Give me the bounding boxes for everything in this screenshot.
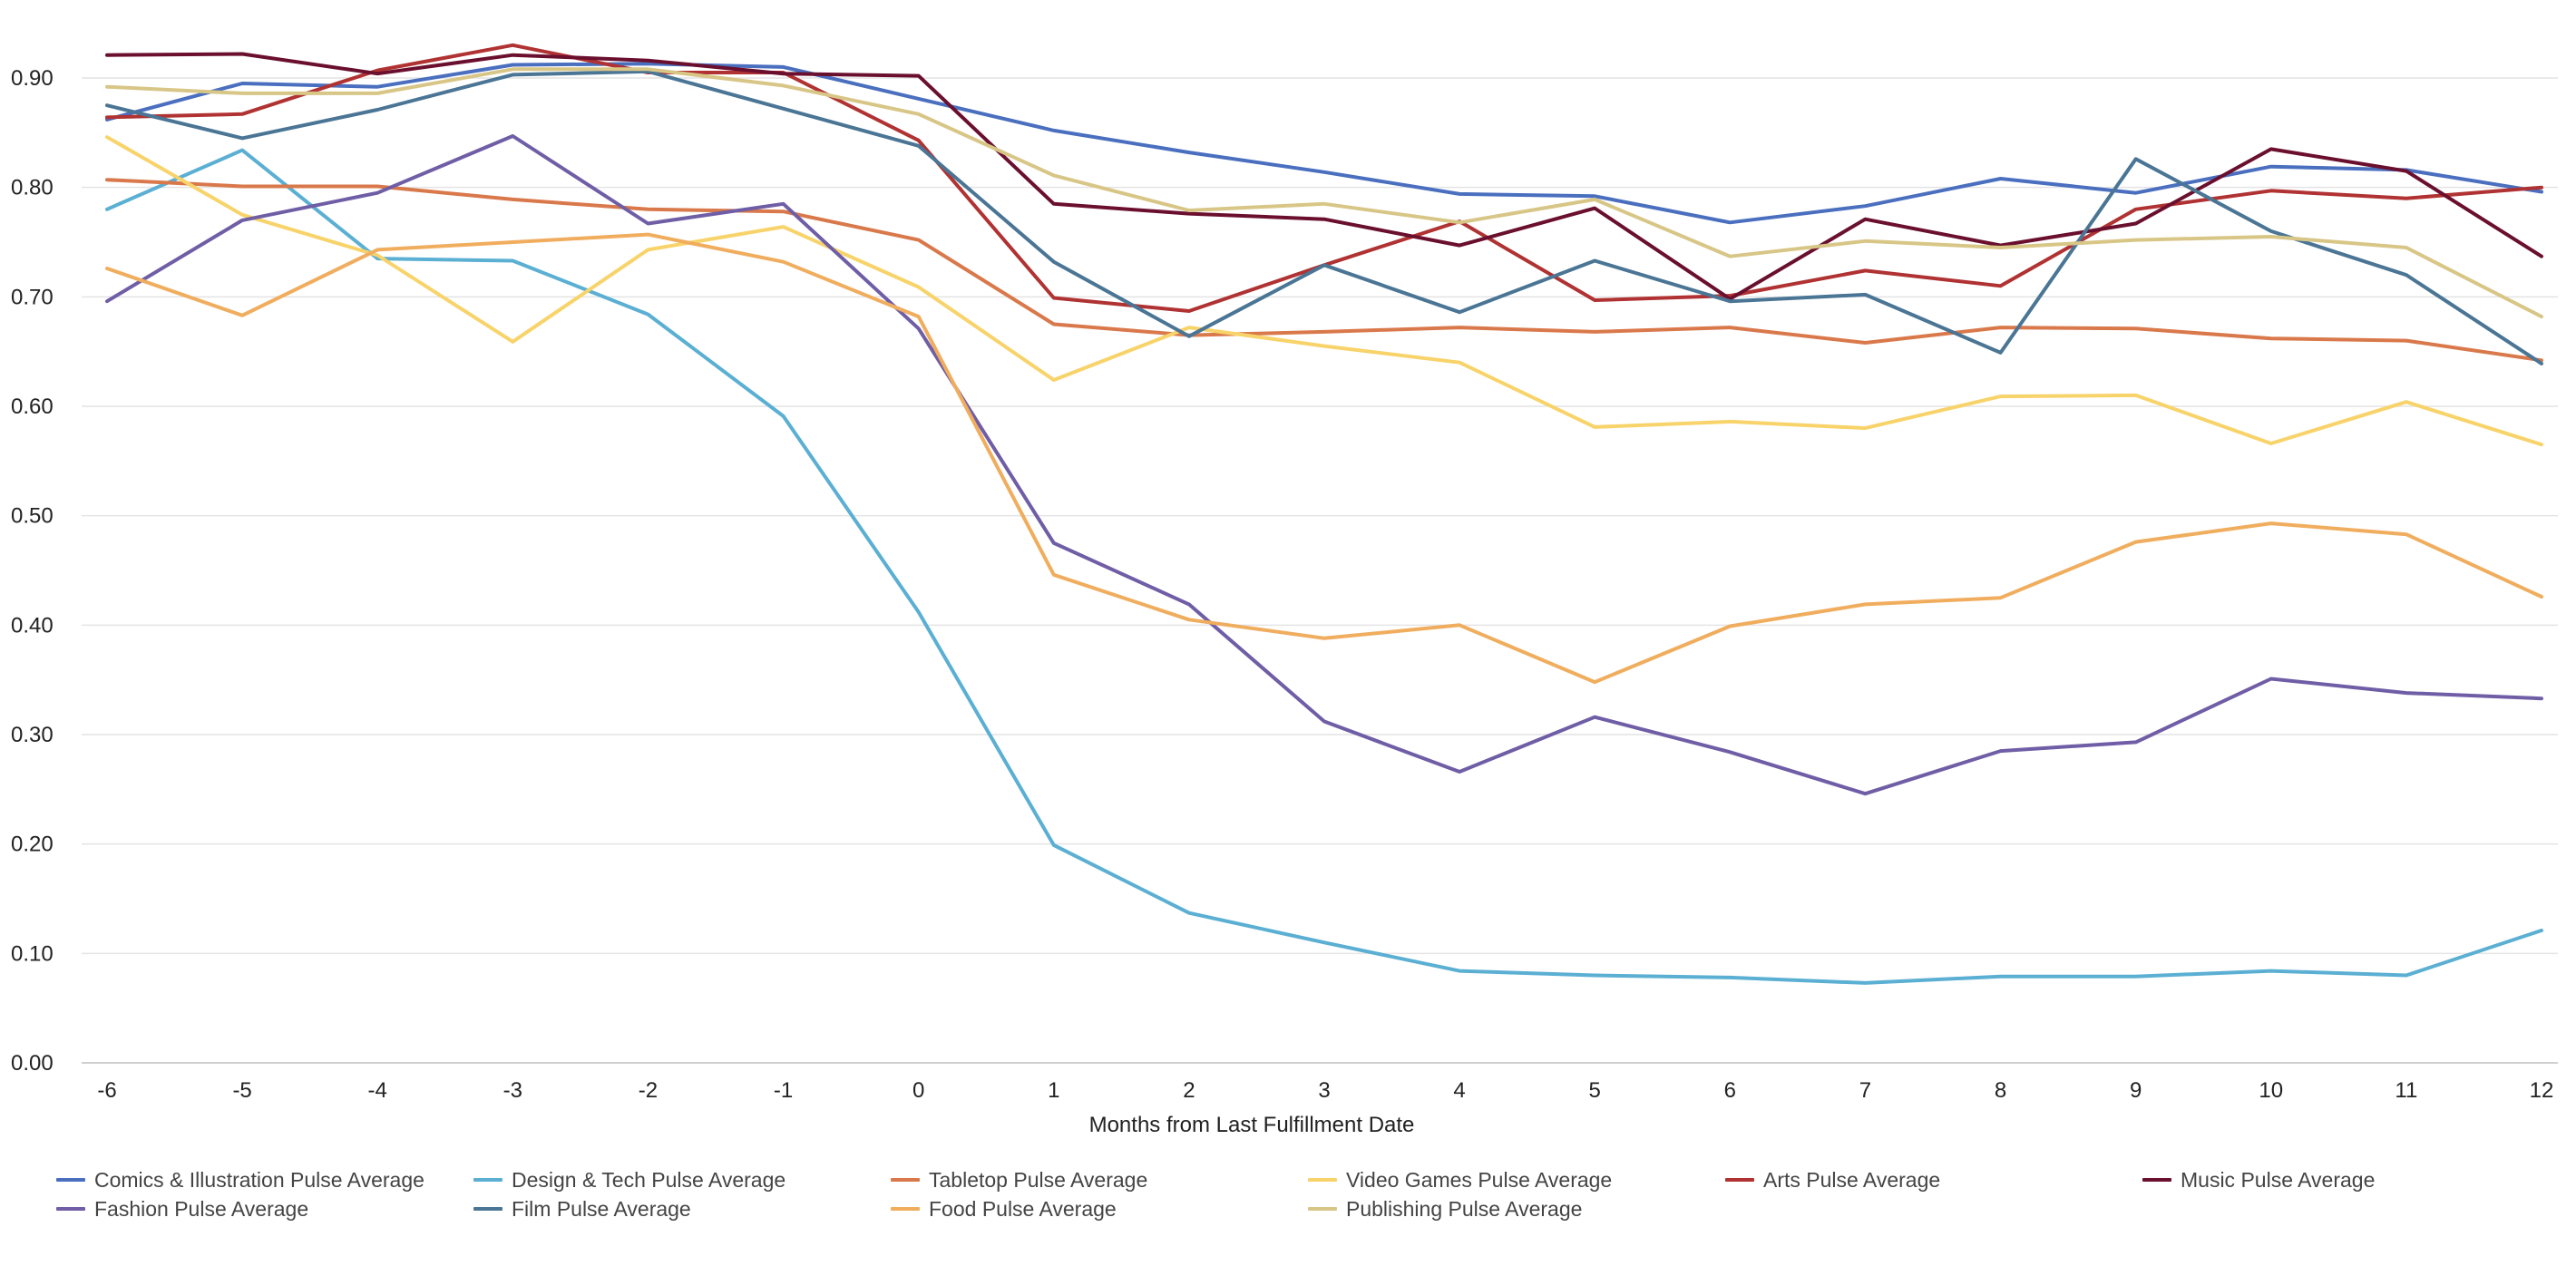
y-tick-label: 0.30 xyxy=(11,723,54,747)
legend-label: Food Pulse Average xyxy=(929,1196,1117,1221)
legend-swatch xyxy=(1308,1178,1337,1182)
legend-item[interactable]: Tabletop Pulse Average xyxy=(891,1168,1308,1192)
x-tick-label: 4 xyxy=(1453,1078,1465,1103)
y-tick-label: 0.60 xyxy=(11,394,54,419)
legend-swatch xyxy=(473,1178,503,1182)
x-tick-label: -4 xyxy=(368,1078,387,1103)
x-tick-label: -2 xyxy=(639,1078,658,1103)
y-tick-label: 0.20 xyxy=(11,833,54,857)
series-line xyxy=(105,148,2543,985)
x-tick-label: 2 xyxy=(1183,1078,1195,1103)
legend-swatch xyxy=(56,1207,85,1211)
x-tick-label: -6 xyxy=(97,1078,116,1103)
legend-item[interactable]: Design & Tech Pulse Average xyxy=(473,1168,891,1192)
legend-swatch xyxy=(56,1178,85,1182)
x-tick-label: 9 xyxy=(2130,1078,2142,1103)
x-tick-label: 1 xyxy=(1048,1078,1059,1103)
chart-legend: Comics & Illustration Pulse Average Desig… xyxy=(56,1168,2560,1221)
legend-item[interactable]: Food Pulse Average xyxy=(891,1197,1308,1221)
x-axis-title: Months from Last Fulfillment Date xyxy=(1089,1113,1415,1137)
legend-label: Publishing Pulse Average xyxy=(1346,1196,1583,1221)
x-tick-label: 6 xyxy=(1724,1078,1736,1103)
x-tick-label: 7 xyxy=(1859,1078,1871,1103)
legend-label: Arts Pulse Average xyxy=(1763,1167,1941,1192)
x-tick-label: 10 xyxy=(2259,1078,2283,1103)
x-tick-label: -3 xyxy=(503,1078,522,1103)
x-tick-label: 11 xyxy=(2395,1078,2417,1103)
legend-item[interactable]: Video Games Pulse Average xyxy=(1308,1168,1725,1192)
legend-item[interactable]: Comics & Illustration Pulse Average xyxy=(56,1168,473,1192)
legend-item[interactable]: Music Pulse Average xyxy=(2142,1168,2560,1192)
y-tick-label: 0.90 xyxy=(11,66,54,91)
legend-item[interactable]: Publishing Pulse Average xyxy=(1308,1197,1725,1221)
x-tick-label: -5 xyxy=(232,1078,251,1103)
legend-item[interactable]: Arts Pulse Average xyxy=(1725,1168,2142,1192)
legend-swatch xyxy=(2142,1178,2171,1182)
y-tick-label: 0.70 xyxy=(11,285,54,309)
series-line xyxy=(105,67,2543,319)
legend-swatch xyxy=(1725,1178,1754,1182)
x-tick-label: 8 xyxy=(1995,1078,2006,1103)
x-tick-label: 5 xyxy=(1589,1078,1601,1103)
x-axis-tick-labels: -6 -5 -4 -3 -2 -1 0 1 2 3 4 5 6 7 8 9 10 11 12 xyxy=(97,1078,2553,1103)
series-line xyxy=(105,52,2543,301)
series-line xyxy=(105,69,2543,365)
x-tick-label: -1 xyxy=(774,1078,793,1103)
y-axis-tick-labels: 0.00 0.10 0.20 0.30 0.40 0.50 0.60 0.70 0.80 0.90 xyxy=(11,66,54,1076)
gridlines xyxy=(82,77,2558,1064)
legend-label: Fashion Pulse Average xyxy=(94,1196,309,1221)
x-tick-label: 12 xyxy=(2530,1078,2554,1103)
y-tick-label: 0.80 xyxy=(11,176,54,200)
series-line xyxy=(105,178,2543,363)
x-tick-label: 3 xyxy=(1318,1078,1330,1103)
legend-swatch xyxy=(891,1178,920,1182)
series-line xyxy=(105,62,2543,225)
series-line xyxy=(105,134,2543,796)
y-tick-label: 0.40 xyxy=(11,613,54,638)
legend-label: Comics & Illustration Pulse Average xyxy=(94,1167,424,1192)
legend-label: Film Pulse Average xyxy=(512,1196,691,1221)
y-tick-label: 0.50 xyxy=(11,504,54,529)
legend-swatch xyxy=(473,1207,503,1211)
series-line xyxy=(105,232,2543,685)
legend-item[interactable]: Film Pulse Average xyxy=(473,1197,891,1221)
series-lines xyxy=(105,43,2543,985)
line-chart: 0.00 0.10 0.20 0.30 0.40 0.50 0.60 0.70 0.80 0.90… xyxy=(11,43,2558,1137)
series-line xyxy=(105,135,2543,447)
x-tick-label: 0 xyxy=(912,1078,924,1103)
legend-label: Music Pulse Average xyxy=(2181,1167,2376,1192)
y-tick-label: 0.00 xyxy=(11,1051,54,1076)
legend-label: Tabletop Pulse Average xyxy=(929,1167,1148,1192)
legend-swatch xyxy=(1308,1207,1337,1211)
y-tick-label: 0.10 xyxy=(11,941,54,966)
legend-swatch xyxy=(891,1207,920,1211)
legend-label: Design & Tech Pulse Average xyxy=(512,1167,786,1192)
legend-label: Video Games Pulse Average xyxy=(1346,1167,1613,1192)
legend-item[interactable]: Fashion Pulse Average xyxy=(56,1197,473,1221)
